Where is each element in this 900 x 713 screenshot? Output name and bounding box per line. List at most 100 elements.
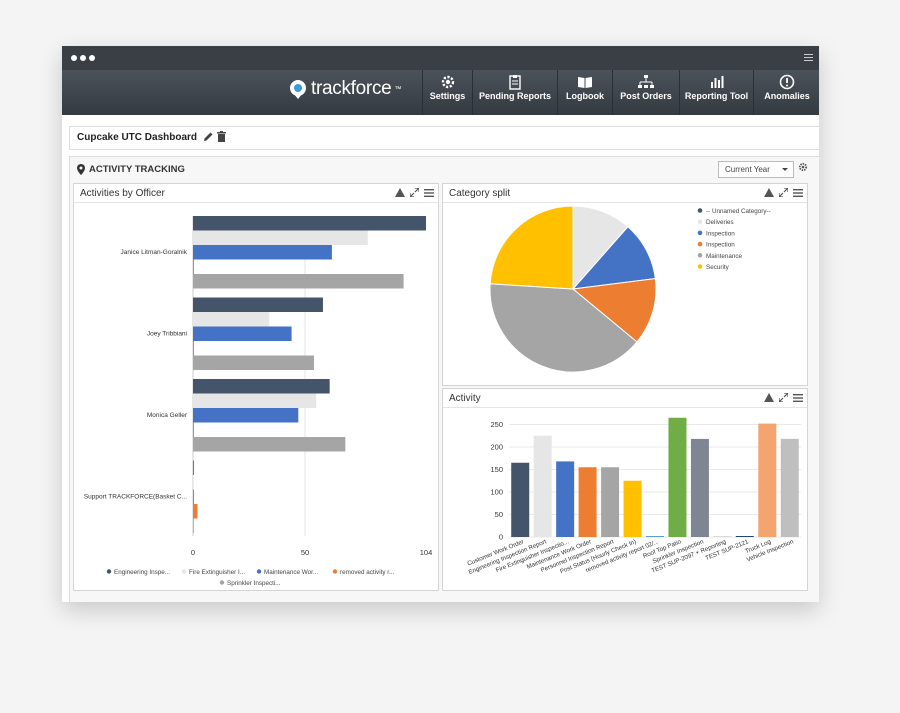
warning-triangle-icon[interactable] xyxy=(764,393,774,402)
y-tick-label: 50 xyxy=(495,510,503,519)
menu-lines-icon[interactable] xyxy=(424,188,434,197)
brand-name: trackforce xyxy=(311,78,392,99)
legend-label: Engineering Inspe... xyxy=(114,569,170,576)
category-label: Support TRACKFORCE(Basket C... xyxy=(84,494,187,501)
nav-pending-reports[interactable]: Pending Reports xyxy=(472,70,557,115)
pencil-icon[interactable] xyxy=(203,131,214,142)
legend-marker xyxy=(697,219,703,224)
officer-bar-chart: Janice Litman-Goralnik Joey Tribbiani Moni… xyxy=(84,216,433,587)
menu-lines-icon[interactable] xyxy=(793,188,803,197)
activity-bar xyxy=(556,461,575,537)
expand-icon[interactable] xyxy=(410,188,419,197)
activity-bar xyxy=(601,467,620,537)
y-tick-label: 100 xyxy=(490,488,503,497)
legend-label: Maintenance Wor... xyxy=(264,569,318,576)
bar-removed activity r... xyxy=(193,422,194,437)
expand-icon[interactable] xyxy=(779,188,788,197)
nav-label: Anomalies xyxy=(764,91,810,101)
nav-settings[interactable]: Settings xyxy=(422,70,472,115)
activity-bar xyxy=(623,480,642,537)
alert-circle-icon xyxy=(779,74,795,90)
officer-activity-panel: Activities by Officer Janice Litman-Gora… xyxy=(73,183,439,591)
nav-post-orders[interactable]: Post Orders xyxy=(612,70,679,115)
legend-marker xyxy=(697,264,703,269)
caret-down-icon xyxy=(782,168,788,171)
bar-Engineering Inspe... xyxy=(193,297,323,312)
pie-slice-inspection-2- xyxy=(571,278,657,343)
legend-marker xyxy=(181,569,187,574)
panel-toolbar xyxy=(764,188,803,197)
nav-label: Pending Reports xyxy=(478,91,551,101)
brand-tm: ™ xyxy=(394,85,402,93)
legend-label: Maintenance xyxy=(706,253,743,260)
x-tick-label: 0 xyxy=(191,548,195,557)
gear-icon xyxy=(441,75,454,89)
clipboard-icon xyxy=(509,75,521,90)
bar-removed activity r... xyxy=(193,504,198,519)
legend-marker xyxy=(697,253,703,258)
activity-bar xyxy=(646,536,664,537)
section-settings-gear-icon[interactable] xyxy=(798,162,808,172)
bar-Maintenance Wor... xyxy=(193,326,292,341)
panel-title: Activities by Officer xyxy=(80,188,165,199)
activity-bar xyxy=(758,423,777,537)
period-select-value: Current Year xyxy=(725,165,770,174)
section-title: ACTIVITY TRACKING xyxy=(89,164,185,175)
pie-slice-maintenance xyxy=(489,283,638,373)
dashboard-title-bar: Cupcake UTC Dashboard xyxy=(69,126,819,150)
menu-lines-icon[interactable] xyxy=(793,393,803,402)
nav-label: Reporting Tool xyxy=(684,91,749,101)
bar-removed activity r... xyxy=(193,259,194,274)
bar-Maintenance Wor... xyxy=(193,408,299,423)
panel-header: Category split xyxy=(443,184,807,203)
legend-marker xyxy=(697,208,703,213)
x-tick-label: 104 xyxy=(420,548,433,557)
nav-label: Settings xyxy=(429,91,466,101)
category-split-panel: Category split -- Unnamed Category-- Deli… xyxy=(442,183,808,386)
section-header: ACTIVITY TRACKING xyxy=(77,164,185,175)
y-tick-label: 200 xyxy=(490,443,503,452)
bar-Fire Extinguisher I... xyxy=(193,475,194,490)
nav-anomalies[interactable]: Anomalies xyxy=(753,70,819,115)
legend-marker xyxy=(697,241,703,247)
bar-removed activity r... xyxy=(193,341,194,356)
category-label: Joey Tribbiani xyxy=(147,331,187,338)
nav-reporting-tool[interactable]: Reporting Tool xyxy=(679,70,753,115)
bar-Engineering Inspe... xyxy=(193,379,330,394)
category-pie-chart: -- Unnamed Category-- Deliveries Inspectio… xyxy=(489,205,771,373)
hamburger-menu-icon[interactable] xyxy=(804,52,813,63)
panel-header: Activity xyxy=(443,389,807,408)
bar-Fire Extinguisher I... xyxy=(193,230,368,245)
nav-logbook[interactable]: Logbook xyxy=(557,70,612,115)
legend-label: -- Unnamed Category-- xyxy=(706,208,771,215)
legend-marker xyxy=(256,569,262,574)
dashboard-title: Cupcake UTC Dashboard xyxy=(77,132,198,143)
legend-label: Inspection xyxy=(706,230,735,237)
pie-slice-security xyxy=(489,205,574,290)
bar-Sprinkler Inspecti... xyxy=(193,355,314,370)
book-icon xyxy=(578,77,592,88)
legend-label: Sprinkler Inspecti... xyxy=(227,580,281,587)
app-window: trackforce ™ Settings Pending Reports Log… xyxy=(62,46,819,602)
panel-toolbar xyxy=(395,188,434,197)
expand-icon[interactable] xyxy=(779,393,788,402)
activity-bar xyxy=(578,467,597,537)
activity-bar xyxy=(780,438,799,537)
window-controls[interactable] xyxy=(71,55,95,61)
warning-triangle-icon[interactable] xyxy=(764,188,774,197)
bar-Sprinkler Inspecti... xyxy=(193,518,194,533)
trash-icon[interactable] xyxy=(217,131,226,142)
category-chart-area: -- Unnamed Category-- Deliveries Inspectio… xyxy=(443,203,807,390)
warning-triangle-icon[interactable] xyxy=(395,188,405,197)
bar-Fire Extinguisher I... xyxy=(193,393,317,408)
window-titlebar xyxy=(62,46,819,70)
panel-title: Activity xyxy=(449,393,481,404)
legend-label: removed activity r... xyxy=(340,569,394,576)
activity-panel: Activity 0 50 100 150 200 250 Customer Work Or… xyxy=(442,388,808,591)
activity-bar xyxy=(533,435,552,537)
bar-Engineering Inspe... xyxy=(193,216,426,231)
category-label: Janice Litman-Goralnik xyxy=(121,249,188,256)
bar-Maintenance Wor... xyxy=(193,245,332,260)
period-select[interactable]: Current Year xyxy=(718,161,794,178)
